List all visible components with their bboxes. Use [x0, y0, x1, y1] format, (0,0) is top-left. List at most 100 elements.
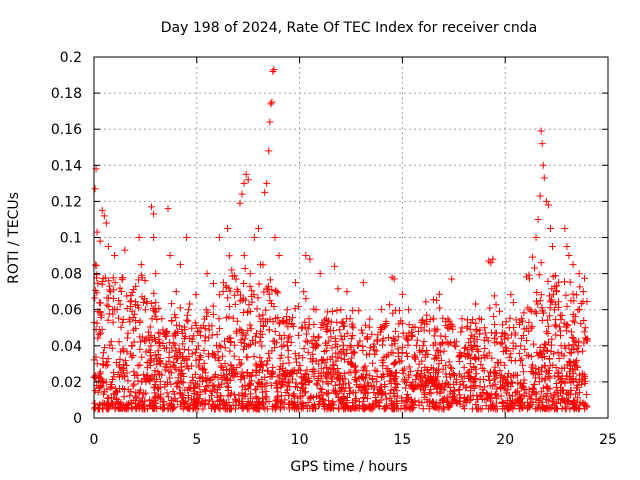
- data-point: [195, 374, 203, 382]
- data-point: [561, 378, 569, 386]
- data-point: [355, 383, 363, 391]
- data-point: [246, 282, 254, 290]
- data-point: [96, 329, 104, 337]
- data-point: [123, 292, 131, 300]
- data-point: [470, 377, 478, 385]
- data-point: [142, 335, 150, 343]
- data-point: [301, 318, 309, 326]
- data-point: [574, 384, 582, 392]
- data-point: [256, 338, 264, 346]
- data-point: [335, 404, 343, 412]
- data-point: [256, 354, 264, 362]
- data-point: [574, 306, 582, 314]
- data-point: [375, 398, 383, 406]
- data-point: [465, 373, 473, 381]
- data-point: [550, 390, 558, 398]
- data-point: [497, 333, 505, 341]
- data-point: [236, 199, 244, 207]
- data-point: [543, 383, 551, 391]
- data-point: [513, 371, 521, 379]
- data-point: [185, 346, 193, 354]
- data-point: [396, 357, 404, 365]
- data-point: [340, 405, 348, 413]
- data-point: [274, 314, 282, 322]
- data-point: [151, 305, 159, 313]
- data-point: [265, 282, 273, 290]
- data-point: [247, 325, 255, 333]
- data-point: [442, 370, 450, 378]
- data-point: [285, 401, 293, 409]
- data-point: [279, 375, 287, 383]
- data-point: [565, 357, 573, 365]
- x-tick-label: 15: [393, 432, 411, 448]
- data-point: [96, 401, 104, 409]
- data-point: [119, 318, 127, 326]
- data-point: [361, 404, 369, 412]
- data-point: [104, 243, 112, 251]
- data-point: [135, 388, 143, 396]
- data-point: [98, 278, 106, 286]
- data-point: [549, 361, 557, 369]
- data-point: [146, 362, 154, 370]
- data-point: [546, 312, 554, 320]
- data-point: [242, 170, 250, 178]
- data-point: [280, 403, 288, 411]
- data-point: [237, 373, 245, 381]
- data-point: [373, 367, 381, 375]
- data-point: [309, 343, 317, 351]
- data-point: [543, 390, 551, 398]
- data-point: [134, 371, 142, 379]
- data-point: [421, 390, 429, 398]
- data-point: [156, 360, 164, 368]
- data-point: [201, 333, 209, 341]
- data-point: [101, 344, 109, 352]
- data-point: [238, 190, 246, 198]
- data-point: [208, 397, 216, 405]
- data-point: [393, 381, 401, 389]
- data-point: [126, 392, 134, 400]
- data-point: [138, 398, 146, 406]
- data-point: [486, 368, 494, 376]
- data-point: [548, 397, 556, 405]
- data-point: [580, 328, 588, 336]
- data-point: [100, 212, 108, 220]
- data-point: [566, 278, 574, 286]
- data-point: [413, 336, 421, 344]
- data-point: [263, 284, 271, 292]
- data-point: [539, 307, 547, 315]
- data-point: [115, 373, 123, 381]
- data-point: [580, 274, 588, 282]
- data-point: [139, 299, 147, 307]
- data-point: [230, 391, 238, 399]
- data-point: [499, 405, 507, 413]
- data-point: [171, 311, 179, 319]
- data-point: [318, 319, 326, 327]
- data-point: [225, 383, 233, 391]
- data-point: [259, 261, 267, 269]
- data-point: [498, 371, 506, 379]
- data-point: [127, 297, 135, 305]
- data-point: [253, 305, 261, 313]
- data-point: [169, 332, 177, 340]
- data-point: [204, 382, 212, 390]
- data-point: [550, 290, 558, 298]
- data-point: [271, 327, 279, 335]
- data-point: [539, 347, 547, 355]
- data-point: [172, 321, 180, 329]
- data-point: [145, 336, 153, 344]
- data-point: [273, 394, 281, 402]
- data-point: [158, 371, 166, 379]
- data-point: [107, 338, 115, 346]
- data-point: [544, 201, 552, 209]
- data-point: [152, 392, 160, 400]
- data-point: [404, 341, 412, 349]
- data-point: [172, 379, 180, 387]
- data-point: [565, 391, 573, 399]
- data-point: [236, 325, 244, 333]
- data-point: [579, 288, 587, 296]
- data-point: [238, 326, 246, 334]
- axis-ticks: 0 0.02 0.04 0.06 0.08 0.1 0.12 0.14 0.16 0.18 0.2 0…: [51, 50, 617, 448]
- data-point: [201, 386, 209, 394]
- data-point: [348, 354, 356, 362]
- data-point: [302, 388, 310, 396]
